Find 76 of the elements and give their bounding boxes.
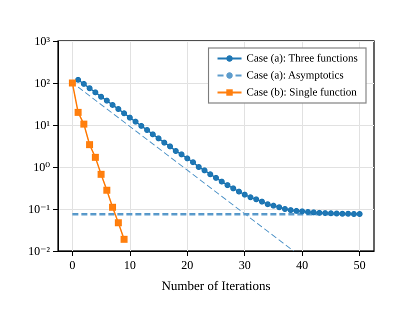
x-tick-label: 0 [69, 258, 76, 272]
point [114, 219, 122, 226]
point [196, 164, 202, 170]
y-tick-label: 10⁻¹ [28, 202, 50, 216]
point [339, 210, 346, 217]
point [178, 151, 185, 158]
point [356, 211, 363, 218]
point [156, 135, 162, 142]
point [184, 155, 190, 162]
point [126, 114, 133, 121]
point [98, 94, 104, 100]
point [121, 110, 128, 116]
point [276, 204, 282, 210]
x-tick-label: 30 [238, 258, 251, 272]
point [74, 108, 82, 116]
point [282, 206, 288, 212]
point [322, 210, 328, 216]
point [80, 120, 88, 128]
point [144, 127, 150, 134]
point [115, 106, 122, 112]
point [172, 148, 179, 154]
y-tick-label: 10³ [34, 34, 50, 48]
point [103, 186, 110, 194]
point [253, 196, 260, 202]
point [132, 118, 139, 125]
y-tick-label: 10⁻² [28, 244, 50, 258]
point [161, 140, 168, 146]
point [264, 201, 271, 208]
point [310, 209, 317, 216]
point [75, 76, 82, 83]
point [167, 143, 174, 150]
point [258, 198, 265, 205]
x-tick-label: 50 [354, 258, 366, 272]
point [86, 85, 93, 92]
point [207, 171, 214, 178]
x-axis-title: Number of Iterations [161, 278, 271, 293]
point [110, 102, 116, 108]
point [345, 210, 352, 217]
x-tick-label: 20 [181, 258, 194, 272]
y-tick-label: 10¹ [34, 118, 50, 132]
x-tick-label: 40 [296, 258, 308, 272]
point [138, 122, 144, 129]
point [104, 98, 110, 104]
point [328, 210, 334, 216]
point [92, 154, 99, 161]
point [202, 167, 208, 174]
point [288, 207, 294, 214]
point [230, 185, 236, 192]
point [98, 170, 105, 178]
y-tick-label: 10⁰ [33, 160, 50, 174]
point [68, 80, 76, 86]
point [304, 208, 311, 215]
point [109, 204, 116, 211]
point [242, 192, 248, 198]
legend-label: Case (a): Three functions [246, 52, 358, 64]
legend-label: Case (a): Asymptotics [246, 70, 344, 82]
point [190, 159, 196, 166]
point [247, 194, 254, 200]
point [213, 174, 219, 181]
point [218, 178, 225, 185]
point [80, 80, 87, 87]
legend-label: Case (b): Single function [246, 86, 358, 98]
point [224, 182, 230, 188]
point [86, 141, 94, 148]
point [316, 210, 322, 216]
point [150, 131, 156, 138]
y-tick-label: 10² [34, 76, 50, 90]
point [334, 210, 340, 217]
point [92, 89, 98, 96]
x-tick-label: 10 [124, 258, 136, 272]
point [236, 188, 242, 195]
point [350, 211, 357, 218]
point [293, 208, 300, 214]
point [270, 202, 276, 209]
point [299, 208, 306, 214]
point [120, 236, 128, 243]
